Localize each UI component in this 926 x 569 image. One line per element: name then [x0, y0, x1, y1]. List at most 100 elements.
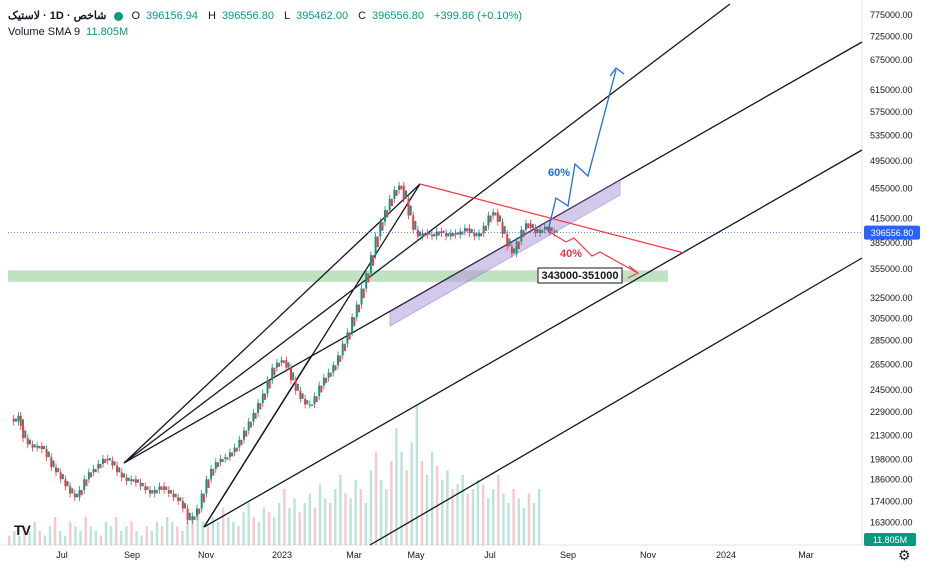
high-label: H: [208, 10, 216, 22]
x-tick-label: Sep: [124, 550, 140, 560]
y-tick-label: 265000.00: [870, 359, 913, 369]
candle-body: [231, 452, 234, 457]
candle-body: [285, 360, 288, 368]
low-label: L: [283, 10, 291, 22]
price-axis-panel: [862, 0, 926, 569]
candle-body: [55, 467, 57, 473]
candle-body: [146, 486, 149, 490]
volume-bar: [99, 535, 103, 545]
bearish-path: [547, 230, 637, 273]
candle-body: [233, 447, 236, 453]
volume-bar: [237, 526, 240, 545]
legend-ohlc-row: شاخص · 1D · لاستیک O 396156.94 H 396556.80…: [8, 8, 526, 24]
candle-body: [310, 404, 313, 407]
volume-bar: [507, 503, 510, 545]
volume-bar: [410, 442, 413, 545]
candle-body: [73, 493, 76, 498]
candle-body: [306, 400, 309, 405]
candle-body: [473, 233, 476, 237]
channel-line: [203, 354, 313, 528]
change-value: +399.86 (+0.10%): [434, 10, 523, 22]
volume-indicator-label[interactable]: Volume SMA 9: [8, 26, 81, 38]
candle-body: [517, 241, 520, 250]
candle-body: [346, 332, 349, 344]
zone-label-box: [537, 267, 623, 284]
candle-body: [19, 415, 22, 427]
candle-body: [510, 246, 513, 254]
y-tick-label: 615000.00: [870, 85, 913, 95]
x-tick-label: Mar: [346, 550, 362, 560]
gear-icon[interactable]: ⚙: [898, 547, 911, 563]
volume-bar: [267, 512, 271, 545]
candle-body: [137, 479, 140, 483]
candle-body: [122, 473, 125, 478]
y-tick-label: 198000.00: [870, 454, 913, 464]
candle-body: [224, 457, 227, 459]
candle-body: [139, 482, 142, 487]
y-tick-label: 535000.00: [870, 131, 913, 141]
volume-bar: [466, 493, 469, 545]
candle-body: [92, 468, 95, 473]
candle-body: [198, 508, 201, 515]
candle-body: [384, 210, 386, 222]
volume-bar: [145, 526, 148, 545]
volume-bar: [288, 507, 291, 545]
candle-body: [43, 445, 46, 450]
volume-bar: [395, 428, 398, 545]
volume-bar: [303, 503, 306, 545]
candle-body: [57, 468, 60, 473]
candle-body: [301, 393, 304, 399]
volume-bar: [385, 489, 388, 545]
candle-body: [372, 255, 375, 266]
volume-bar: [257, 521, 261, 545]
candle-body: [374, 236, 377, 256]
volume-bar: [323, 498, 327, 545]
candle-body: [167, 489, 170, 494]
candle-body: [202, 493, 205, 503]
x-tick-label: Jul: [484, 550, 496, 560]
volume-bar: [329, 503, 332, 545]
purple-trend-band: [389, 179, 621, 327]
chart-legend: شاخص · 1D · لاستیک O 396156.94 H 396556.80…: [8, 8, 526, 40]
candle-body: [290, 367, 292, 381]
volume-bar: [293, 498, 296, 545]
candle-body: [357, 304, 360, 313]
close-value: 396556.80: [372, 10, 425, 22]
candle-body: [155, 489, 158, 494]
x-tick-label: Jul: [56, 550, 68, 560]
candle-body: [360, 288, 363, 305]
candle-body: [249, 421, 252, 428]
candle-body: [186, 508, 189, 521]
candle-body: [445, 233, 448, 237]
candle-body: [87, 472, 90, 480]
volume-bar: [125, 526, 128, 545]
tradingview-logo-icon[interactable]: TV: [14, 522, 31, 538]
volume-bar: [196, 512, 199, 545]
volume-bar: [512, 489, 515, 545]
candle-body: [278, 362, 281, 367]
candle-body: [353, 317, 356, 327]
candle-body: [243, 430, 245, 440]
candle-body: [221, 458, 224, 463]
volume-bar: [354, 479, 357, 545]
symbol-name[interactable]: شاخص · 1D · لاستیک: [8, 10, 107, 22]
volume-bar: [344, 493, 347, 545]
candle-body: [442, 230, 445, 234]
candle-body: [172, 493, 175, 498]
candle-body: [515, 241, 518, 254]
y-tick-label: 325000.00: [870, 293, 913, 303]
candle-body: [99, 463, 102, 468]
volume-bar: [115, 517, 118, 545]
candle-body: [531, 224, 534, 229]
candle-body: [26, 438, 29, 445]
candle-body: [308, 404, 311, 406]
volume-badge: [864, 533, 916, 546]
candle-body: [268, 380, 271, 389]
candle-body: [480, 233, 483, 237]
candle-body: [219, 458, 222, 463]
candle-body: [348, 332, 351, 340]
market-status-icon: [114, 11, 124, 21]
candle-body: [388, 198, 391, 211]
candle-body: [85, 479, 88, 487]
